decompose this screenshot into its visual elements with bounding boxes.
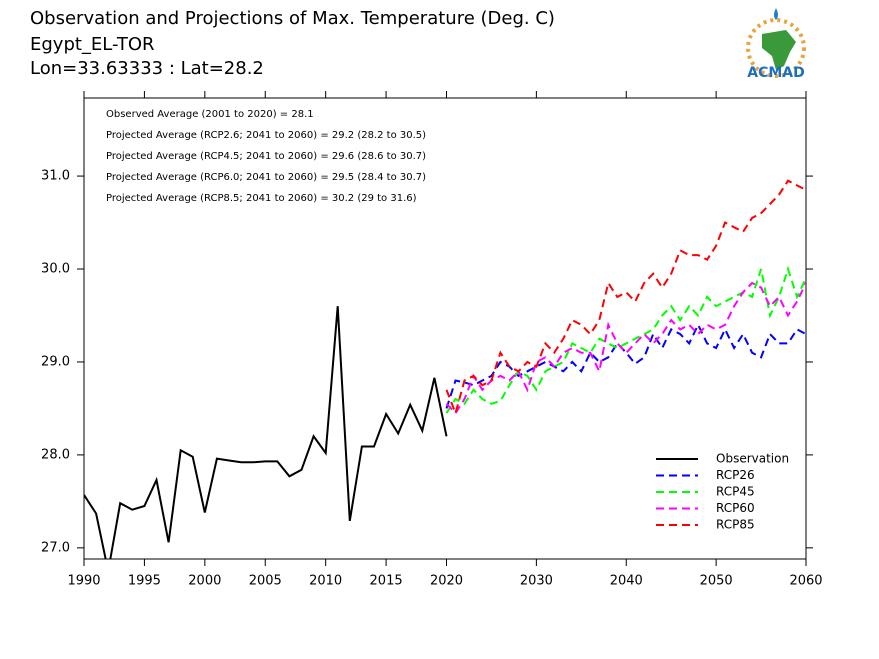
x-tick-label: 1995 <box>128 574 161 589</box>
y-tick-label: 29.0 <box>41 354 70 369</box>
annotation: Projected Average (RCP8.5; 2041 to 2060)… <box>106 193 417 204</box>
legend-label: RCP26 <box>716 468 755 482</box>
y-tick-label: 30.0 <box>41 262 70 277</box>
x-tick-label: 2030 <box>520 574 553 589</box>
plot-area <box>84 179 806 559</box>
annotation: Observed Average (2001 to 2020) = 28.1 <box>106 109 314 120</box>
y-tick-label: 27.0 <box>41 540 70 555</box>
x-tick-label: 2010 <box>309 574 342 589</box>
legend-label: Observation <box>716 452 789 466</box>
logo-ring <box>746 18 806 78</box>
annotation: Projected Average (RCP4.5; 2041 to 2060)… <box>106 151 426 162</box>
x-tick-label: 2005 <box>249 574 282 589</box>
logo: ACMAD <box>746 8 806 81</box>
y-tick-label: 28.0 <box>41 447 70 462</box>
series-line <box>445 265 806 414</box>
chart-subtitle: Egypt_EL-TOR <box>30 34 155 55</box>
series-line <box>84 306 448 559</box>
legend-label: RCP60 <box>716 501 755 515</box>
y-tick-label: 31.0 <box>41 169 70 184</box>
logo-africa <box>762 30 796 70</box>
annotation: Projected Average (RCP6.0; 2041 to 2060)… <box>106 172 426 183</box>
series-line <box>445 322 806 409</box>
chart-subtitle: Lon=33.63333 : Lat=28.2 <box>30 58 264 79</box>
x-tick-label: 1990 <box>67 574 100 589</box>
x-tick-label: 2015 <box>370 574 403 589</box>
series-line <box>445 281 806 415</box>
x-tick-label: 2000 <box>188 574 221 589</box>
logo-text: ACMAD <box>747 65 805 81</box>
legend-label: RCP85 <box>716 518 755 532</box>
logo-drop <box>774 8 778 20</box>
x-tick-label: 2040 <box>610 574 643 589</box>
series-line <box>445 179 806 417</box>
x-tick-label: 2050 <box>700 574 733 589</box>
chart-title: Observation and Projections of Max. Temp… <box>30 8 555 29</box>
plot-frame <box>83 97 807 560</box>
legend-label: RCP45 <box>716 485 755 499</box>
annotation: Projected Average (RCP2.6; 2041 to 2060)… <box>106 130 426 141</box>
x-tick-label: 2060 <box>789 574 822 589</box>
x-tick-label: 2020 <box>430 574 463 589</box>
